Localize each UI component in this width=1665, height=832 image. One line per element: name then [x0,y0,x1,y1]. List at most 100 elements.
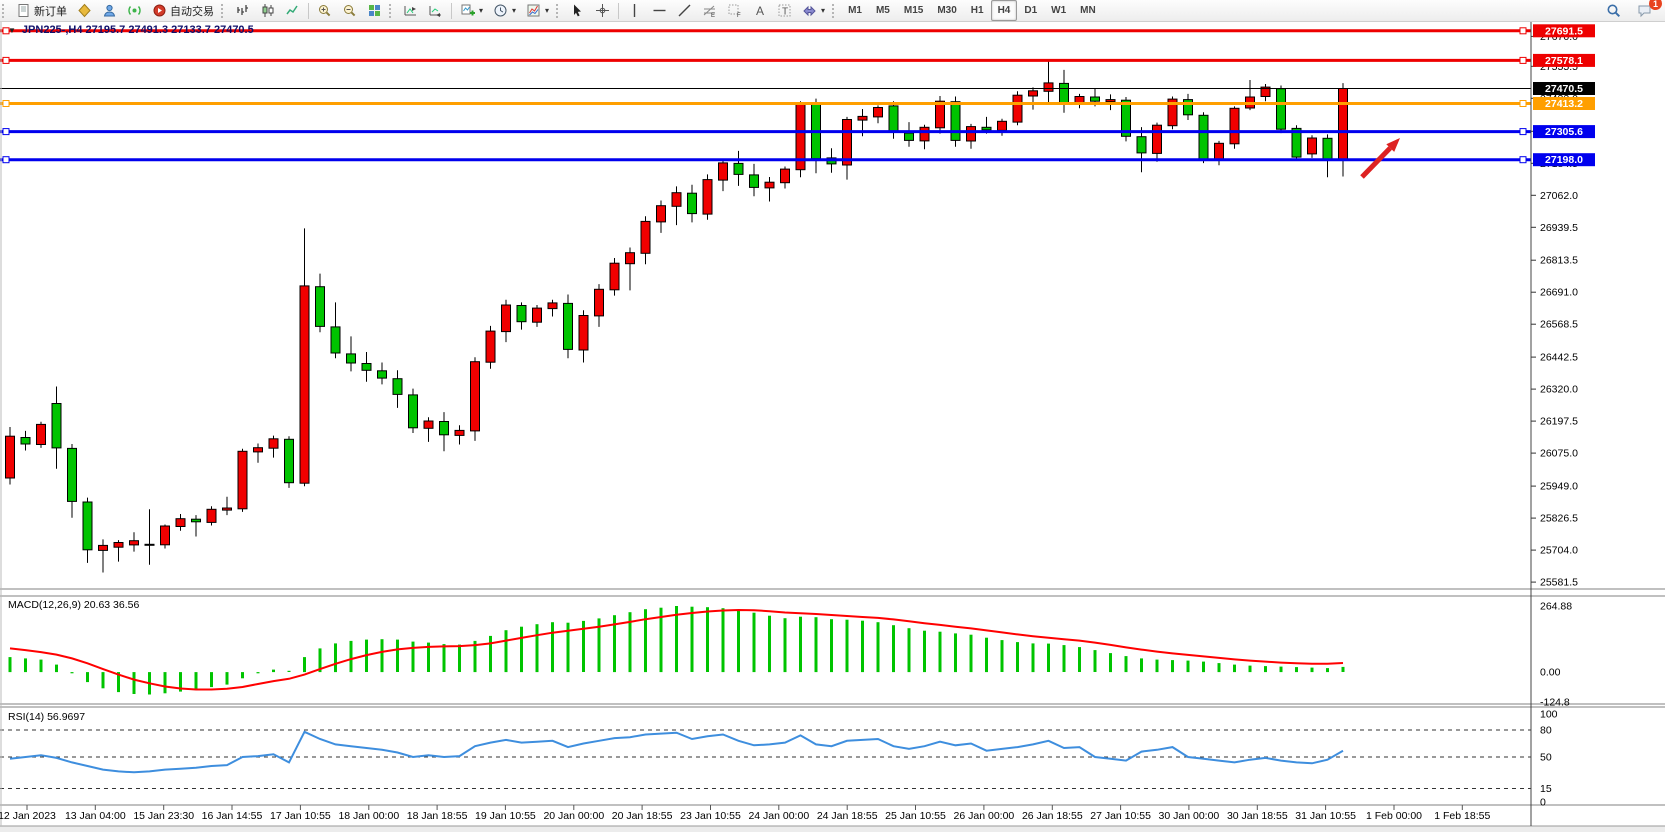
templates-button[interactable]: ▾ [521,0,554,21]
time-tick-label: 1 Feb 18:55 [1434,810,1490,822]
line-chart-button[interactable] [280,0,305,21]
macd-hist-bar [1047,643,1050,672]
macd-hist-bar [504,630,508,673]
line-anchor[interactable] [2,128,10,136]
macd-hist-bar [380,639,384,673]
price-tick-label: 25581.5 [1540,577,1578,589]
trendline-button[interactable] [672,0,697,21]
tf-m1-button[interactable]: M1 [841,0,869,21]
line-anchor[interactable] [2,156,10,164]
toolbar-group [312,0,387,21]
grid-icon: F [728,4,741,18]
macd-hist-bar [1171,660,1174,673]
dropdown-caret-icon[interactable]: ▾ [821,6,826,15]
notifications-button[interactable]: 1 [1632,0,1662,21]
tile-windows-button[interactable] [362,0,387,21]
time-tick-label: 26 Jan 18:55 [1022,810,1083,822]
tf-mn-button[interactable]: MN [1073,0,1103,21]
autotrade-icon [153,4,166,17]
macd-hist-bar [8,657,12,673]
vertical-line-button[interactable] [622,0,647,21]
crosshair-button[interactable] [590,0,615,21]
macd-hist-bar [1248,665,1252,673]
toolbar-drag-handle[interactable] [556,3,563,18]
rsi-tick-label: 100 [1540,709,1558,721]
time-tick-label: 30 Jan 18:55 [1227,810,1288,822]
periods-button[interactable]: ▾ [488,0,521,21]
text-button[interactable]: A [747,0,772,21]
candle-body [98,544,108,551]
toolbar-group [398,0,448,21]
candle-chart-button[interactable] [255,0,280,21]
candle-body [191,518,201,523]
market-watch-button[interactable] [72,0,97,21]
line-anchor[interactable] [1519,156,1527,164]
channel-button[interactable]: F [722,0,747,21]
macd-tick-label: 0.00 [1540,667,1561,679]
price-label-box [1533,97,1595,110]
macd-hist-bar [1202,661,1205,673]
line-anchor[interactable] [1519,128,1527,136]
candle-body [950,101,961,141]
main-toolbar: 新订单 自动交易 ▾ ▾ ▾ E F A T ▾ M1 M5 M15 M30 H1 H4 D1 W1 MN 1 [0,0,1665,22]
candle-body [997,120,1007,131]
fibonacci-button[interactable]: E [697,0,722,21]
toolbar-drag-handle[interactable] [832,3,839,18]
diamond-icon [78,3,91,18]
line-anchor[interactable] [1519,100,1527,107]
tf-m30-button[interactable]: M30 [930,0,963,21]
auto-trading-button[interactable]: 自动交易 [147,0,219,21]
macd-hist-bar [644,609,647,673]
zoom-in-button[interactable] [312,0,337,21]
dropdown-caret-icon[interactable]: ▾ [545,6,550,15]
candle-body [454,429,465,436]
candle-body [1152,124,1162,154]
signals-button[interactable] [122,0,147,21]
tf-h1-button[interactable]: H1 [964,0,991,21]
line-anchor[interactable] [1519,56,1527,64]
dropdown-caret-icon[interactable]: ▾ [479,6,484,15]
tf-w1-button[interactable]: W1 [1044,0,1073,21]
tf-d1-button[interactable]: D1 [1017,0,1044,21]
candle-body [1307,137,1317,155]
price-label-text: 27578.1 [1545,55,1583,67]
status-strip [0,826,1665,832]
data-window-button[interactable] [97,0,122,21]
tf-m5-button[interactable]: M5 [869,0,897,21]
cursor-button[interactable] [565,0,590,21]
horizontal-line-button[interactable] [647,0,672,21]
dropdown-caret-icon[interactable]: ▾ [512,6,517,15]
bars-icon [237,5,248,15]
price-tick-label: 26691.0 [1540,287,1578,299]
candle-body [5,435,15,479]
line-anchor[interactable] [2,56,10,64]
toolbar-drag-handle[interactable] [221,3,228,18]
macd-hist-bar [1078,647,1081,672]
candle-body [284,438,294,484]
toolbar-drag-handle[interactable] [389,3,396,18]
up-arrow-annotation[interactable] [1360,146,1392,179]
candle-body [1167,98,1178,127]
toolbar-drag-handle[interactable] [2,3,9,18]
price-tick-label: 26442.5 [1540,352,1578,364]
price-tick-label: 25826.5 [1540,513,1578,525]
chart-shift-button[interactable] [423,0,448,21]
bar-chart-button[interactable] [230,0,255,21]
line-anchor[interactable] [1519,27,1527,35]
macd-hist-bar [101,672,105,689]
zoom-out-button[interactable] [337,0,362,21]
indicators-button[interactable]: ▾ [455,0,488,21]
search-button[interactable] [1601,0,1626,21]
auto-scroll-button[interactable] [398,0,423,21]
line-anchor[interactable] [2,100,10,107]
shapes-button[interactable]: ▾ [797,0,830,21]
new-order-button[interactable]: 新订单 [11,0,72,21]
tf-h4-button[interactable]: H4 [990,0,1018,21]
symbol-dropdown-icon[interactable]: ▼ [8,25,16,35]
tf-m15-button[interactable]: M15 [897,0,930,21]
toolbar-separator [308,2,309,19]
label-button[interactable]: T [772,0,797,21]
arrow-head[interactable] [1386,138,1400,152]
line-anchor[interactable] [2,27,10,35]
